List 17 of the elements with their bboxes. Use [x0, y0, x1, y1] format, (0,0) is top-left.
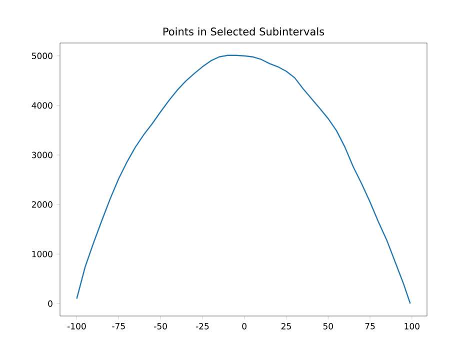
y-tick-label: 4000 — [32, 102, 52, 109]
x-tick-label: 50 — [323, 323, 333, 330]
x-tick-label: -25 — [196, 323, 209, 330]
x-tick-label: -50 — [154, 323, 167, 330]
x-tick-label: 0 — [242, 323, 246, 330]
x-tick-label: 25 — [281, 323, 291, 330]
line-series — [76, 54, 411, 304]
y-tick-label: 2000 — [32, 201, 52, 208]
x-tick-label: -100 — [68, 323, 86, 330]
y-tick-label: 3000 — [32, 152, 52, 158]
y-tick-label: 5000 — [32, 52, 52, 60]
chart-title: Points in Selected Subintervals — [163, 27, 324, 36]
y-tick-label: 1000 — [32, 250, 52, 258]
x-tick-label: -75 — [112, 323, 125, 330]
x-tick-label: 75 — [365, 323, 375, 330]
x-tick-label: 100 — [404, 323, 420, 330]
y-tick-label: 0 — [48, 300, 52, 307]
